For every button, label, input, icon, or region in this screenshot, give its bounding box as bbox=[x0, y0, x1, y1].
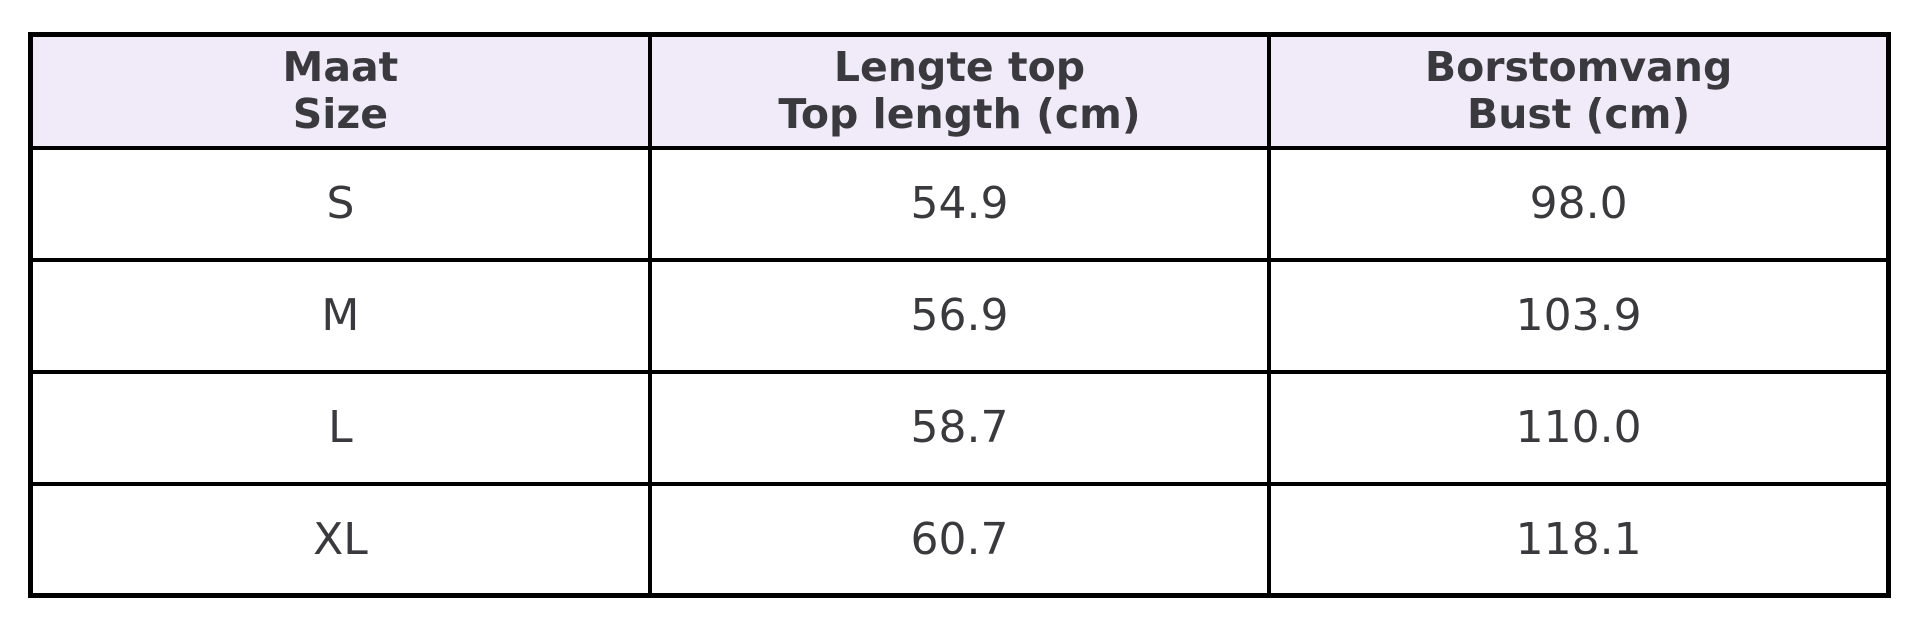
table-row-m: M 56.9 103.9 bbox=[28, 257, 1891, 374]
header-top-length-en: Top length (cm) bbox=[778, 90, 1141, 139]
cell-bust: 103.9 bbox=[1267, 257, 1891, 374]
table-row-xl: XL 60.7 118.1 bbox=[28, 481, 1891, 598]
cell-bust: 118.1 bbox=[1267, 481, 1891, 598]
header-size-en: Size bbox=[292, 90, 389, 139]
size-chart-table: Maat Size Lengte top Top length (cm) Bor… bbox=[28, 32, 1891, 598]
table-body: S 54.9 98.0 M 56.9 103.9 L 58.7 110.0 XL… bbox=[28, 145, 1891, 598]
header-bust-nl: Borstomvang bbox=[1424, 42, 1733, 91]
cell-size: L bbox=[28, 369, 652, 486]
cell-top-length: 54.9 bbox=[647, 145, 1272, 262]
cell-bust: 98.0 bbox=[1267, 145, 1891, 262]
header-cell-size: Maat Size bbox=[28, 32, 652, 150]
cell-bust: 110.0 bbox=[1267, 369, 1891, 486]
header-size-nl: Maat bbox=[282, 42, 399, 91]
header-bust-en: Bust (cm) bbox=[1466, 90, 1691, 139]
header-top-length-nl: Lengte top bbox=[833, 42, 1086, 91]
table-row-s: S 54.9 98.0 bbox=[28, 145, 1891, 262]
header-row: Maat Size Lengte top Top length (cm) Bor… bbox=[28, 32, 1891, 150]
cell-size: S bbox=[28, 145, 652, 262]
table-header: Maat Size Lengte top Top length (cm) Bor… bbox=[28, 32, 1891, 150]
table-row-l: L 58.7 110.0 bbox=[28, 369, 1891, 486]
cell-top-length: 56.9 bbox=[647, 257, 1272, 374]
header-cell-top-length: Lengte top Top length (cm) bbox=[647, 32, 1272, 150]
header-cell-bust: Borstomvang Bust (cm) bbox=[1267, 32, 1891, 150]
cell-size: M bbox=[28, 257, 652, 374]
cell-top-length: 60.7 bbox=[647, 481, 1272, 598]
cell-top-length: 58.7 bbox=[647, 369, 1272, 486]
cell-size: XL bbox=[28, 481, 652, 598]
